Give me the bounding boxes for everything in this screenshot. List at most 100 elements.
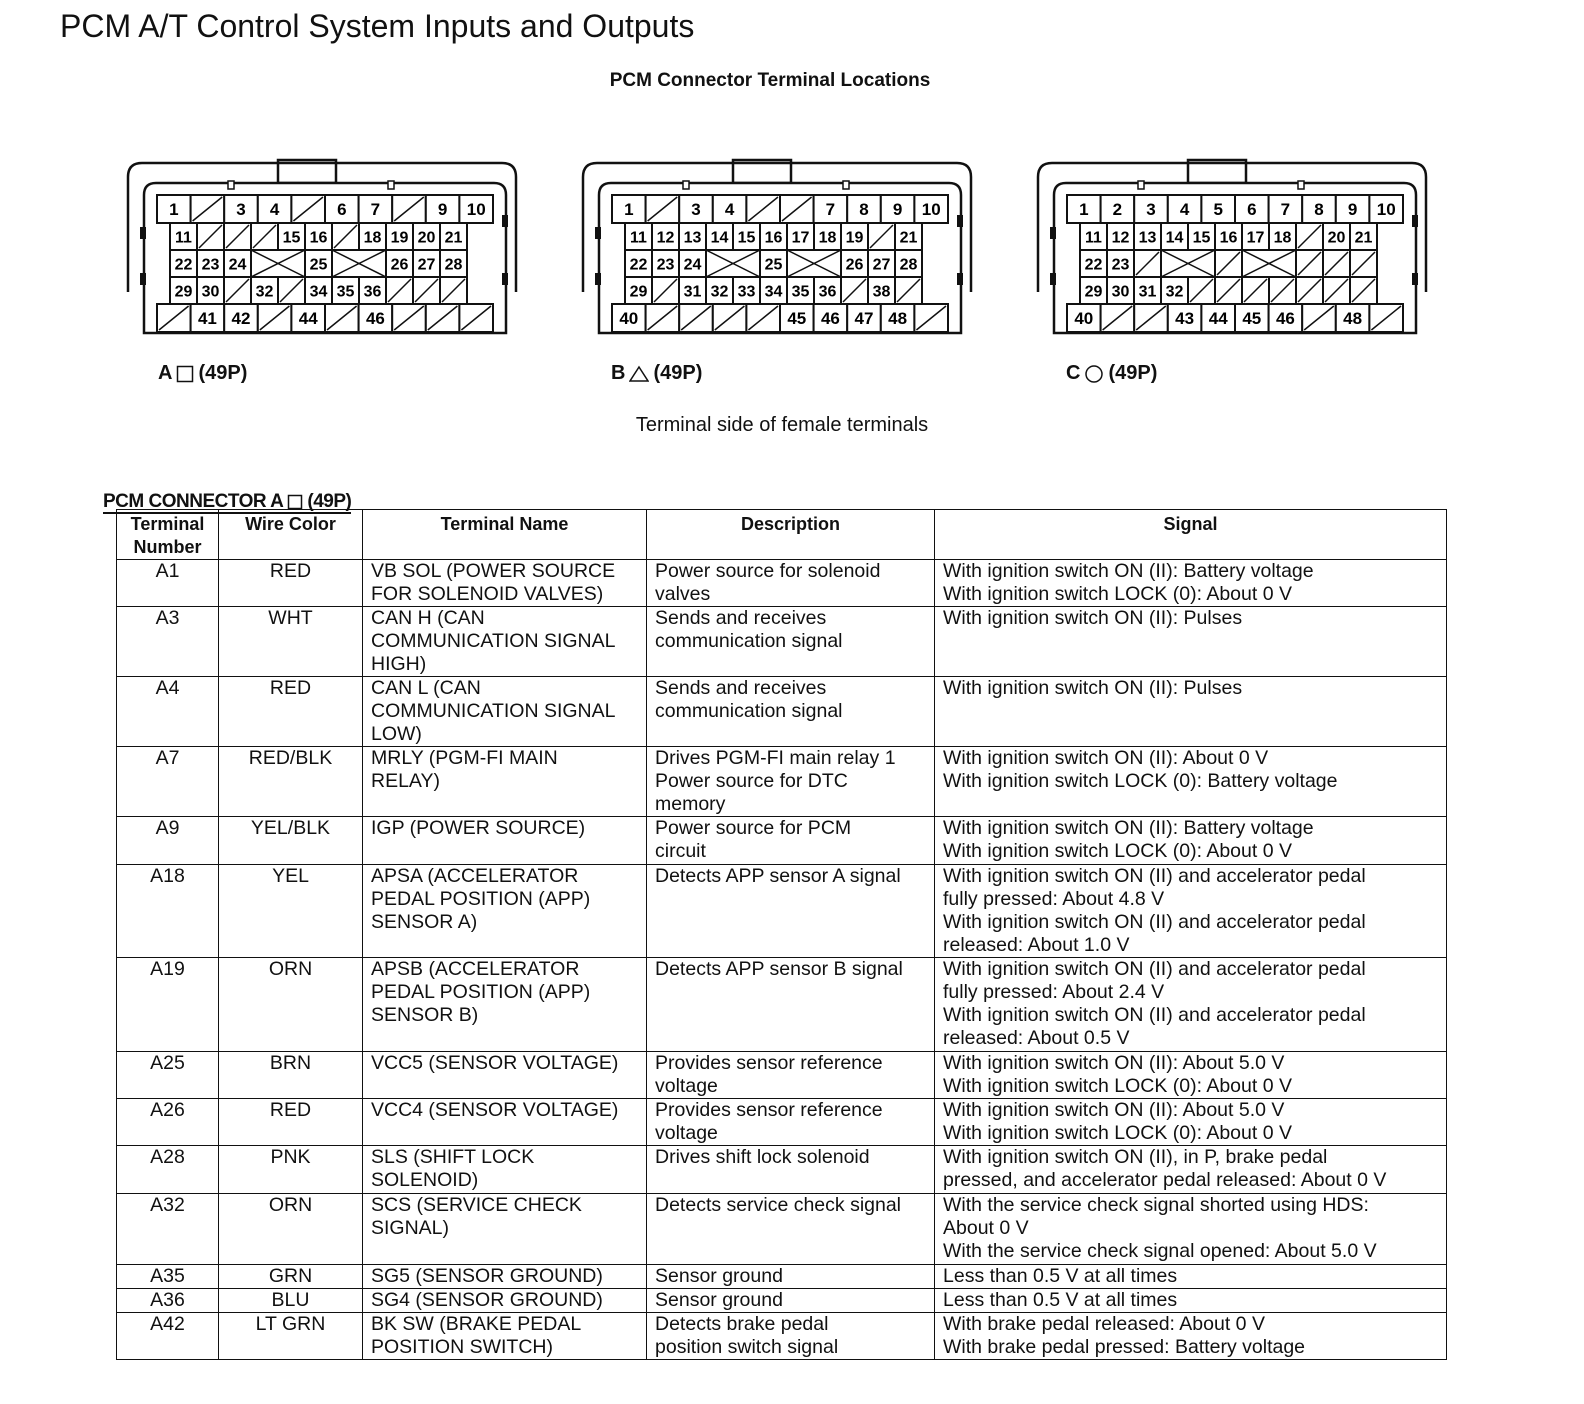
terminal-name-cell: VCC5 (SENSOR VOLTAGE) — [362, 1051, 647, 1099]
terminal-number-cell: A3 — [116, 606, 219, 677]
table-row: A7 RED/BLK MRLY (PGM-FI MAIN RELAY) Drives … — [116, 746, 1447, 817]
terminal-14: 14 — [1160, 222, 1189, 251]
table-row: A3 WHT CAN H (CAN COMMUNICATION SIGNAL HIG… — [116, 606, 1447, 677]
terminal-number: 7 — [371, 200, 380, 219]
terminal-name-cell: IGP (POWER SOURCE) — [362, 816, 647, 865]
wire-color-cell: BRN — [218, 1051, 363, 1099]
terminal-number: 6 — [1247, 200, 1256, 219]
terminal-number: 13 — [1139, 230, 1157, 247]
terminal-number: 15 — [738, 230, 756, 247]
terminal-number: 1 — [624, 200, 633, 219]
unused-terminal — [324, 303, 360, 333]
signal-cell: With ignition switch ON (II): Battery vo… — [934, 559, 1447, 607]
connector-shell — [581, 161, 973, 292]
connector-c-label: C (49P) — [1066, 362, 1157, 385]
unused-terminal — [913, 303, 949, 333]
terminal-number-cell: A25 — [116, 1051, 219, 1099]
terminal-29: 29 — [624, 276, 653, 305]
terminal-10: 10 — [1368, 194, 1404, 224]
terminal-number-cell: A4 — [116, 676, 219, 747]
terminal-27: 27 — [867, 249, 896, 278]
key-mark — [227, 180, 235, 190]
column-header: Description — [646, 509, 935, 560]
terminal-number: 8 — [859, 200, 868, 219]
terminal-number: 14 — [1166, 230, 1184, 247]
terminal-43: 43 — [1166, 303, 1203, 333]
wire-color-cell: RED/BLK — [218, 746, 363, 817]
wire-color-cell: RED — [218, 559, 363, 607]
terminal-number: 6 — [337, 200, 346, 219]
page-title: PCM A/T Control System Inputs and Output… — [60, 8, 695, 44]
terminal-name-cell: SCS (SERVICE CHECK SIGNAL) — [362, 1193, 647, 1265]
terminal-30: 30 — [196, 276, 225, 305]
terminal-number: 31 — [684, 284, 702, 301]
wire-color-cell: YEL/BLK — [218, 816, 363, 865]
terminal-number: 34 — [765, 284, 783, 301]
terminal-number: 29 — [1085, 284, 1103, 301]
wire-color-cell: GRN — [218, 1264, 363, 1289]
table-row: A4 RED CAN L (CAN COMMUNICATION SIGNAL LOW… — [116, 676, 1447, 747]
unused-terminal — [391, 303, 427, 333]
column-header: Terminal Number — [116, 509, 219, 560]
unused-terminal — [331, 222, 360, 251]
terminal-number: 23 — [1112, 257, 1130, 274]
terminal-number: 4 — [1180, 200, 1190, 219]
terminal-number: 24 — [684, 257, 702, 274]
terminal-15: 15 — [1187, 222, 1216, 251]
terminal-3: 3 — [1133, 194, 1169, 224]
terminal-20: 20 — [1322, 222, 1351, 251]
terminal-number: 5 — [1213, 200, 1222, 219]
terminal-number: 9 — [438, 200, 447, 219]
unused-terminal — [1187, 276, 1216, 305]
terminal-1: 1 — [156, 194, 192, 224]
terminal-number: 22 — [630, 257, 648, 274]
description-cell: Drives PGM-FI main relay 1 Power source … — [646, 746, 935, 817]
terminal-number: 20 — [1328, 230, 1346, 247]
terminal-46: 46 — [357, 303, 394, 333]
terminal-number: 18 — [819, 230, 837, 247]
blocked-terminal — [331, 249, 387, 278]
terminal-48: 48 — [1334, 303, 1371, 333]
description-cell: Drives shift lock solenoid — [646, 1145, 935, 1194]
terminal-number: 11 — [1085, 230, 1102, 247]
terminal-28: 28 — [894, 249, 923, 278]
terminal-1: 1 — [611, 194, 647, 224]
terminal-22: 22 — [1079, 249, 1108, 278]
terminal-21: 21 — [1349, 222, 1378, 251]
column-header: Wire Color — [218, 509, 363, 560]
terminal-number-cell: A19 — [116, 957, 219, 1052]
terminal-27: 27 — [412, 249, 441, 278]
diagram-subtitle: PCM Connector Terminal Locations — [609, 70, 931, 91]
unused-terminal — [1295, 249, 1324, 278]
table-header-row: Terminal Number Wire Color Terminal Name De… — [116, 509, 1447, 560]
terminal-number: 33 — [738, 284, 756, 301]
connector-a-label: A (49P) — [158, 362, 247, 385]
terminal-number: 13 — [684, 230, 702, 247]
terminal-number-cell: A35 — [116, 1264, 219, 1289]
terminal-number: 22 — [175, 257, 193, 274]
signal-cell: With ignition switch ON (II), in P, brak… — [934, 1145, 1447, 1194]
signal-cell: With ignition switch ON (II): About 5.0 … — [934, 1051, 1447, 1099]
lock-tab — [1050, 227, 1056, 239]
terminal-9: 9 — [424, 194, 461, 224]
terminal-number: 26 — [846, 257, 864, 274]
terminal-number-cell: A32 — [116, 1193, 219, 1265]
terminal-number: 35 — [337, 284, 355, 301]
terminal-number: 14 — [711, 230, 729, 247]
signal-cell: With ignition switch ON (II): Pulses — [934, 676, 1447, 747]
terminal-name-cell: SG5 (SENSOR GROUND) — [362, 1264, 647, 1289]
unused-terminal — [867, 222, 896, 251]
terminal-45: 45 — [1234, 303, 1270, 333]
terminal-22: 22 — [169, 249, 198, 278]
terminal-17: 17 — [786, 222, 815, 251]
terminal-number: 44 — [299, 309, 318, 328]
description-cell: Sends and receives communication signal — [646, 676, 935, 747]
terminal-4: 4 — [711, 194, 748, 224]
terminal-table: Terminal Number Wire Color Terminal Name De… — [116, 509, 1447, 1360]
table-row: A26 RED VCC4 (SENSOR VOLTAGE) Provides sens… — [116, 1098, 1447, 1146]
unused-terminal — [1214, 276, 1243, 305]
terminal-7: 7 — [812, 194, 849, 224]
terminal-18: 18 — [358, 222, 387, 251]
terminal-34: 34 — [304, 276, 333, 305]
